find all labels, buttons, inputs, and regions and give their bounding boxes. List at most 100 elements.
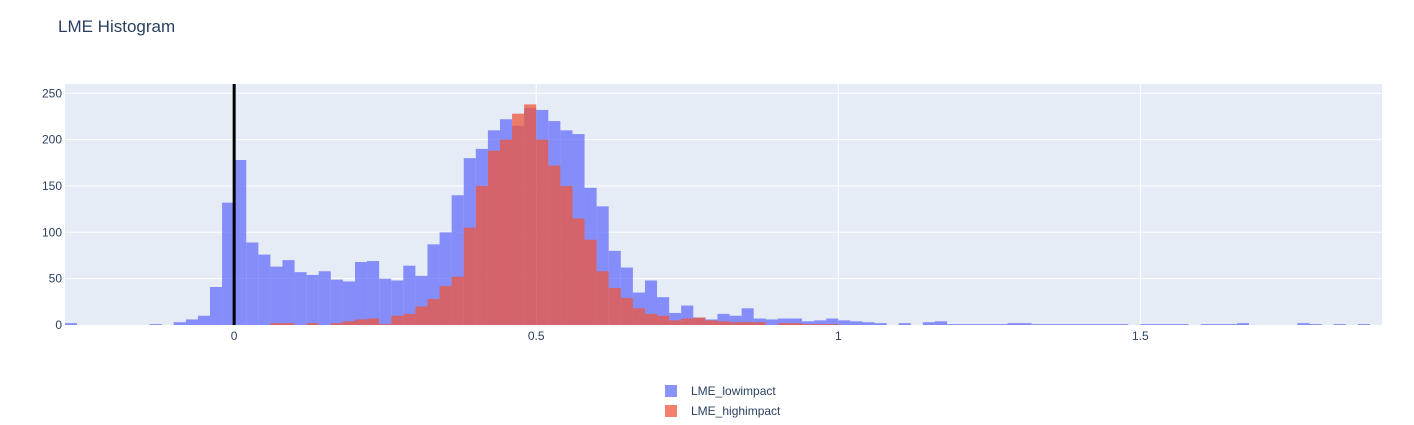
- histogram-bar[interactable]: [1092, 324, 1105, 325]
- histogram-bar[interactable]: [693, 317, 706, 325]
- histogram-bar[interactable]: [342, 321, 355, 325]
- histogram-bar[interactable]: [306, 323, 319, 325]
- histogram-bar[interactable]: [922, 322, 935, 325]
- histogram-bar[interactable]: [814, 324, 827, 325]
- histogram-bar[interactable]: [1357, 324, 1370, 325]
- histogram-bar[interactable]: [850, 321, 863, 325]
- histogram-bar[interactable]: [1297, 323, 1310, 325]
- histogram-bar[interactable]: [741, 308, 754, 325]
- histogram-bar[interactable]: [584, 239, 597, 325]
- histogram-bar[interactable]: [729, 322, 742, 325]
- histogram-bar[interactable]: [209, 286, 223, 325]
- histogram-bar[interactable]: [282, 323, 295, 325]
- histogram-bar[interactable]: [1333, 324, 1346, 325]
- series-1[interactable]: [270, 104, 839, 326]
- histogram-bar[interactable]: [354, 261, 368, 325]
- histogram-bar[interactable]: [1224, 324, 1238, 325]
- histogram-bar[interactable]: [717, 321, 730, 325]
- histogram-bar[interactable]: [669, 320, 682, 325]
- histogram-bar[interactable]: [838, 320, 851, 325]
- histogram-bar[interactable]: [403, 265, 416, 325]
- histogram-bar[interactable]: [258, 254, 271, 325]
- histogram-bar[interactable]: [705, 320, 718, 325]
- histogram-bar[interactable]: [294, 272, 307, 325]
- histogram-bar[interactable]: [620, 298, 633, 325]
- histogram-bar[interactable]: [1007, 323, 1020, 325]
- histogram-bar[interactable]: [342, 281, 355, 325]
- histogram-bar[interactable]: [753, 322, 766, 325]
- histogram-bar[interactable]: [65, 323, 78, 325]
- histogram-bar[interactable]: [717, 313, 730, 325]
- legend-item-lowimpact[interactable]: LME_lowimpact: [665, 381, 780, 401]
- histogram-bar[interactable]: [995, 324, 1008, 325]
- histogram-bar[interactable]: [765, 319, 778, 325]
- histogram-bar[interactable]: [560, 185, 573, 325]
- histogram-bar[interactable]: [898, 323, 911, 325]
- histogram-bar[interactable]: [789, 318, 803, 325]
- histogram-bar[interactable]: [657, 315, 670, 325]
- histogram-bar[interactable]: [789, 323, 803, 325]
- histogram-bar[interactable]: [391, 280, 404, 325]
- histogram-bar[interactable]: [354, 319, 368, 325]
- histogram-bar[interactable]: [306, 274, 319, 325]
- histogram-bar[interactable]: [173, 322, 186, 325]
- histogram-bar[interactable]: [548, 165, 561, 325]
- histogram-bar[interactable]: [246, 242, 259, 325]
- histogram-bar[interactable]: [330, 279, 343, 325]
- histogram-bar[interactable]: [947, 324, 960, 325]
- histogram-bar[interactable]: [463, 227, 476, 325]
- histogram-bar[interactable]: [741, 322, 754, 325]
- histogram-bar[interactable]: [1067, 324, 1080, 325]
- histogram-bar[interactable]: [185, 319, 198, 325]
- histogram-bar[interactable]: [1104, 324, 1117, 325]
- histogram-bars[interactable]: [65, 104, 1370, 326]
- histogram-bar[interactable]: [1019, 323, 1032, 325]
- histogram-bar[interactable]: [729, 315, 742, 325]
- histogram-bar[interactable]: [475, 185, 488, 325]
- histogram-bar[interactable]: [379, 278, 392, 325]
- histogram-bar[interactable]: [451, 276, 464, 325]
- histogram-bar[interactable]: [802, 324, 815, 325]
- histogram-bar[interactable]: [318, 271, 331, 325]
- histogram-bar[interactable]: [415, 306, 428, 325]
- histogram-bar[interactable]: [524, 104, 537, 326]
- histogram-bar[interactable]: [1140, 324, 1153, 325]
- histogram-bar[interactable]: [367, 318, 380, 325]
- histogram-bar[interactable]: [197, 315, 210, 325]
- histogram-bar[interactable]: [1309, 324, 1322, 325]
- histogram-bar[interactable]: [367, 261, 380, 325]
- histogram-bar[interactable]: [826, 318, 839, 325]
- histogram-bar[interactable]: [270, 323, 283, 325]
- histogram-bar[interactable]: [1055, 324, 1068, 325]
- histogram-bar[interactable]: [681, 318, 694, 325]
- histogram-bar[interactable]: [512, 113, 525, 326]
- histogram-bar[interactable]: [1237, 323, 1250, 325]
- histogram-bar[interactable]: [1200, 324, 1213, 325]
- histogram-bar[interactable]: [983, 324, 996, 325]
- histogram-bar[interactable]: [632, 308, 645, 325]
- histogram-bar[interactable]: [391, 315, 404, 325]
- histogram-bar[interactable]: [427, 299, 440, 325]
- histogram-bar[interactable]: [644, 313, 658, 325]
- histogram-bar[interactable]: [1116, 324, 1129, 325]
- histogram-bar[interactable]: [596, 271, 609, 325]
- histogram-bar[interactable]: [1079, 324, 1093, 325]
- histogram-bar[interactable]: [753, 318, 766, 325]
- histogram-bar[interactable]: [282, 260, 295, 325]
- histogram-bar[interactable]: [572, 218, 585, 325]
- histogram-bar[interactable]: [234, 160, 247, 325]
- histogram-bar[interactable]: [1212, 324, 1225, 325]
- histogram-bar[interactable]: [1164, 324, 1177, 325]
- histogram-bar[interactable]: [777, 318, 790, 325]
- histogram-bar[interactable]: [971, 324, 984, 325]
- histogram-bar[interactable]: [1152, 324, 1165, 325]
- histogram-bar[interactable]: [1031, 324, 1044, 325]
- histogram-bar[interactable]: [802, 321, 815, 325]
- histogram-bar[interactable]: [149, 324, 162, 325]
- histogram-bar[interactable]: [487, 150, 500, 325]
- histogram-bar[interactable]: [777, 323, 790, 325]
- histogram-bar[interactable]: [934, 321, 948, 325]
- histogram-bar[interactable]: [814, 320, 827, 325]
- legend-item-highimpact[interactable]: LME_highimpact: [665, 401, 780, 421]
- histogram-bar[interactable]: [222, 202, 235, 325]
